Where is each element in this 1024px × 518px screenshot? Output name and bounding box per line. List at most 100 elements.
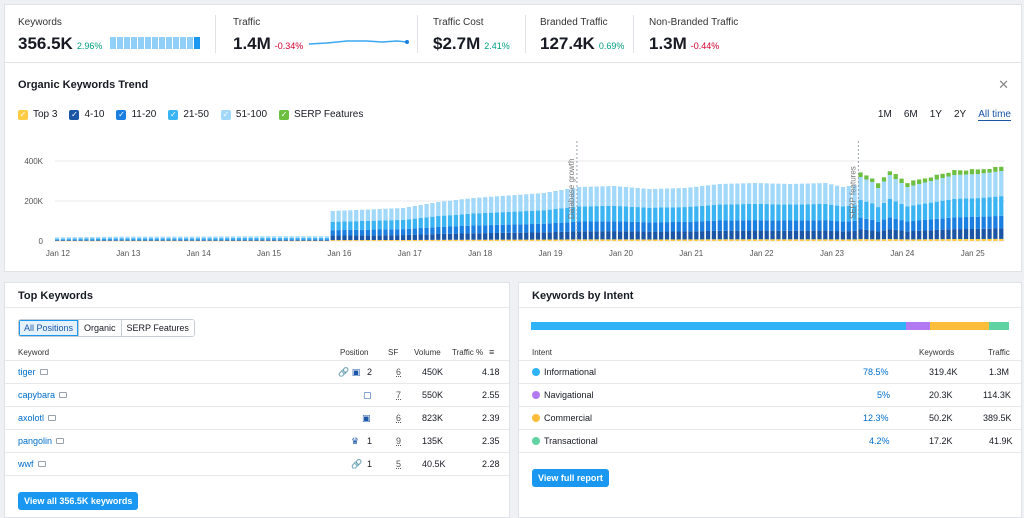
col-volume[interactable]: Volume (414, 348, 441, 357)
tab-serp-features[interactable]: SERP Features (121, 320, 194, 336)
legend-label: Top 3 (33, 109, 58, 120)
col-position[interactable]: Position (340, 348, 369, 357)
bar-segment (483, 212, 488, 226)
serp-snapshot-icon[interactable] (56, 438, 65, 444)
bar-segment (137, 239, 142, 241)
tab-all-positions[interactable]: All Positions (19, 320, 80, 336)
legend-4-10[interactable]: ✓ 4-10 (69, 109, 104, 120)
keyword-link[interactable]: axolotl (18, 413, 57, 423)
bar-segment (799, 220, 805, 231)
sf-value[interactable]: 9 (396, 436, 402, 446)
sf-value[interactable]: 5 (396, 459, 402, 469)
bar-segment (606, 205, 611, 222)
bar-segment (178, 236, 183, 239)
close-icon[interactable]: ✕ (998, 77, 1009, 92)
bar-segment (963, 239, 969, 241)
intent-segment-transactional[interactable] (988, 322, 1009, 330)
volume-value: 40.5K (422, 459, 446, 469)
range-2y[interactable]: 2Y (953, 109, 967, 120)
bar-segment (465, 233, 470, 240)
legend-51-100[interactable]: ✓ 51-100 (220, 109, 267, 120)
bar-segment (735, 220, 740, 231)
sort-icon[interactable]: ≡ (489, 347, 495, 357)
legend-serp-features[interactable]: ✓ SERP Features (279, 109, 363, 120)
bar-segment (295, 240, 300, 241)
bar-segment (565, 239, 570, 241)
keyword-link[interactable]: tiger (18, 367, 48, 377)
bar-segment (588, 206, 593, 222)
metric-non-branded-traffic[interactable]: Non-Branded Traffic 1.3M -0.44% (649, 17, 738, 54)
legend-top-3[interactable]: ✓ Top 3 (18, 109, 57, 120)
intent-pct-link[interactable]: 12.3% (863, 413, 889, 423)
serp-snapshot-icon[interactable] (59, 392, 68, 398)
bar-segment (424, 227, 429, 235)
sf-value[interactable]: 7 (396, 390, 402, 400)
view-full-report-button[interactable]: View full report (532, 469, 609, 487)
intent-segment-commercial[interactable] (930, 322, 989, 330)
bar-segment (899, 239, 904, 241)
metric-keywords[interactable]: Keywords 356.5K 2.96% (18, 17, 201, 54)
bar-segment (535, 232, 541, 240)
keyword-link[interactable]: capybara (18, 390, 68, 400)
bar-segment (96, 240, 101, 241)
table-row: Navigational 5% 20.3K 114.3K (519, 384, 1021, 407)
serp-snapshot-icon[interactable] (48, 415, 57, 421)
intent-pct-link[interactable]: 4.2% (869, 436, 890, 446)
bar-segment (741, 239, 746, 241)
bar-segment (494, 212, 500, 225)
metrics-strip: Keywords 356.5K 2.96% Traffic 1.4M -0.34… (4, 4, 1022, 62)
legend-21-50[interactable]: ✓ 21-50 (168, 109, 209, 120)
bar-segment (682, 221, 687, 232)
bar-segment (459, 199, 464, 215)
bar-segment-serp (922, 178, 928, 183)
metric-traffic[interactable]: Traffic 1.4M -0.34% (233, 17, 411, 54)
bar-segment (418, 228, 423, 235)
serp-snapshot-icon[interactable] (37, 461, 46, 467)
intent-pct-link[interactable]: 78.5% (863, 367, 889, 377)
col-traffic-pct[interactable]: Traffic % (452, 348, 484, 357)
bar-segment (248, 240, 253, 241)
bar-segment (576, 221, 582, 232)
intent-segment-informational[interactable] (531, 322, 907, 330)
tab-organic[interactable]: Organic (79, 320, 122, 336)
bar-segment (512, 195, 517, 212)
intent-pct-link[interactable]: 5% (877, 390, 891, 400)
keyword-link[interactable]: pangolin (18, 436, 65, 446)
range-all-time[interactable]: All time (978, 109, 1011, 121)
range-1y[interactable]: 1Y (929, 109, 942, 120)
sf-value[interactable]: 6 (396, 413, 402, 423)
metric-value: 1.3M (649, 34, 687, 53)
divider (525, 15, 526, 53)
volume-value: 135K (422, 436, 444, 446)
traffic-sparkline (309, 40, 410, 45)
range-6m[interactable]: 6M (903, 109, 918, 120)
x-tick-label: Jan 16 (327, 249, 352, 258)
sf-value[interactable]: 6 (396, 367, 402, 377)
bar-segment (307, 236, 312, 238)
bar-segment (893, 218, 898, 230)
view-all-keywords-button[interactable]: View all 356.5K keywords (18, 492, 139, 510)
serp-snapshot-icon[interactable] (39, 369, 48, 375)
bar-segment (887, 198, 892, 218)
col-keyword[interactable]: Keyword (18, 348, 50, 357)
metric-traffic-cost[interactable]: Traffic Cost $2.7M 2.41% (433, 17, 510, 54)
bar-segment (131, 236, 136, 239)
x-tick-label: Jan 12 (46, 249, 71, 258)
bar-segment (236, 238, 242, 240)
keyword-link[interactable]: wwf (18, 459, 46, 469)
bar-segment (547, 232, 552, 240)
bar-segment (78, 238, 83, 240)
col-sf[interactable]: SF (388, 348, 399, 357)
legend-11-20[interactable]: ✓ 11-20 (116, 109, 156, 120)
intent-label-cell: Transactional (532, 436, 598, 446)
metric-change: -0.44% (690, 41, 720, 51)
bar-segment (829, 204, 834, 221)
intent-segment-navigational[interactable] (906, 322, 931, 330)
bar-segment (447, 239, 453, 241)
bar-segment-serp (934, 174, 939, 180)
checkbox-icon: ✓ (116, 109, 127, 120)
range-1m[interactable]: 1M (877, 109, 892, 120)
bar-segment (641, 231, 646, 240)
metric-branded-traffic[interactable]: Branded Traffic 127.4K 0.69% (540, 17, 624, 54)
bar-segment (670, 207, 675, 223)
